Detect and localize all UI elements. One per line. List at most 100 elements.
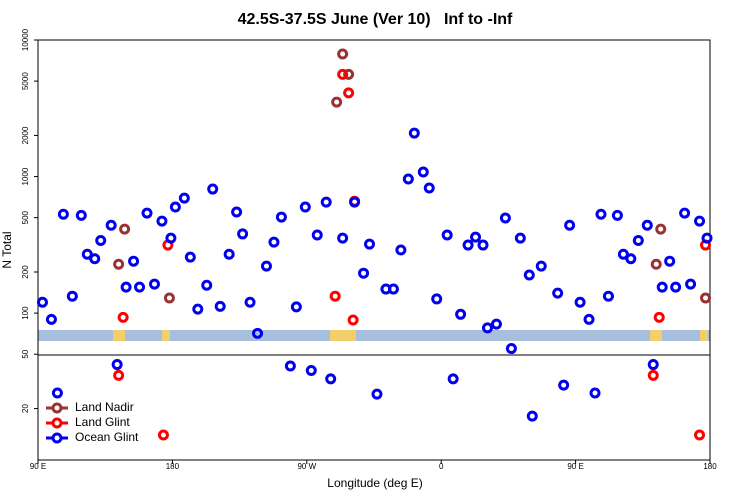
point <box>685 278 697 290</box>
point <box>113 369 125 381</box>
point <box>148 278 160 290</box>
legend-label: Land Nadir <box>75 400 134 414</box>
point <box>36 296 48 308</box>
point <box>275 211 287 223</box>
x-tick-label: 180 <box>166 462 180 471</box>
land-sea-band <box>38 330 710 341</box>
point <box>284 360 296 372</box>
point <box>337 232 349 244</box>
point <box>595 208 607 220</box>
point <box>337 68 349 80</box>
point <box>184 251 196 263</box>
point <box>670 281 682 293</box>
point <box>244 296 256 308</box>
point <box>299 201 311 213</box>
point <box>526 410 538 422</box>
point <box>664 255 676 267</box>
point <box>371 388 383 400</box>
y-tick-label: 100 <box>21 306 30 320</box>
point <box>656 281 668 293</box>
land-band <box>700 330 708 341</box>
point <box>408 127 420 139</box>
point <box>535 260 547 272</box>
y-tick-label: 10000 <box>21 28 30 51</box>
point <box>694 429 706 441</box>
land-band <box>650 330 662 341</box>
point <box>490 318 502 330</box>
point <box>165 232 177 244</box>
point <box>347 314 359 326</box>
point <box>156 215 168 227</box>
point <box>81 248 93 260</box>
legend-marker <box>51 402 63 414</box>
point <box>700 292 712 304</box>
legend-marker <box>51 417 63 429</box>
point <box>117 311 129 323</box>
point <box>364 238 376 250</box>
point <box>679 207 691 219</box>
point <box>647 369 659 381</box>
point <box>611 209 623 221</box>
legend-label: Land Glint <box>75 415 130 429</box>
point <box>119 223 131 235</box>
point <box>105 219 117 231</box>
point <box>111 359 123 371</box>
point <box>337 48 349 60</box>
point <box>558 379 570 391</box>
point <box>89 253 101 265</box>
point <box>141 207 153 219</box>
point <box>552 287 564 299</box>
point <box>514 232 526 244</box>
point <box>441 229 453 241</box>
point <box>505 343 517 355</box>
point <box>583 313 595 325</box>
y-tick-label: 200 <box>21 265 30 279</box>
point <box>45 313 57 325</box>
point <box>305 364 317 376</box>
point <box>113 258 125 270</box>
point <box>417 166 429 178</box>
point <box>564 219 576 231</box>
point <box>201 279 213 291</box>
point <box>75 209 87 221</box>
point <box>589 387 601 399</box>
x-tick-label: 180 <box>703 462 717 471</box>
y-tick-label: 5000 <box>21 72 30 90</box>
point <box>325 373 337 385</box>
point <box>343 87 355 99</box>
point <box>343 68 355 80</box>
point <box>470 231 482 243</box>
legend-marker <box>51 432 63 444</box>
point <box>647 359 659 371</box>
point <box>641 219 653 231</box>
chart-title: 42.5S-37.5S June (Ver 10) Inf to -Inf <box>238 11 513 28</box>
x-tick-label: 90 W <box>297 462 316 471</box>
legend-label: Ocean Glint <box>75 430 139 444</box>
point <box>51 387 63 399</box>
point <box>395 244 407 256</box>
point <box>320 196 332 208</box>
plot-frame <box>37 39 711 461</box>
point <box>252 327 264 339</box>
point <box>455 308 467 320</box>
point <box>387 283 399 295</box>
point <box>462 239 474 251</box>
point <box>163 292 175 304</box>
x-tick-label: 90 E <box>567 462 583 471</box>
point <box>431 293 443 305</box>
point <box>260 260 272 272</box>
y-tick-label: 2000 <box>21 126 30 144</box>
point <box>237 228 249 240</box>
point <box>192 303 204 315</box>
x-tick-label: 0 <box>439 462 444 471</box>
point <box>66 290 78 302</box>
point <box>402 173 414 185</box>
y-tick-label: 20 <box>21 404 30 413</box>
point <box>625 253 637 265</box>
point <box>95 235 107 247</box>
point <box>134 281 146 293</box>
y-tick-label: 1000 <box>21 167 30 185</box>
point <box>358 267 370 279</box>
point <box>499 212 511 224</box>
